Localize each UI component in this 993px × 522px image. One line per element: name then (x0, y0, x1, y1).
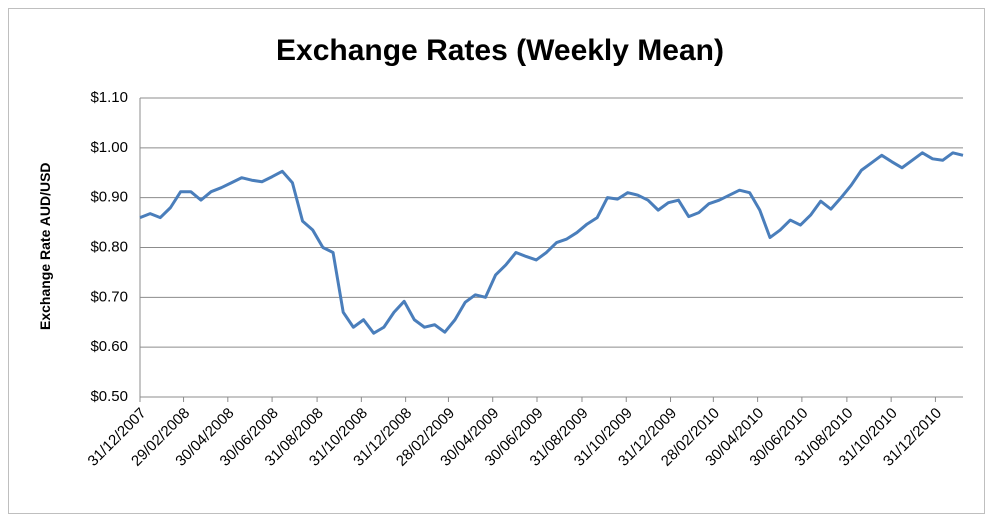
y-tick-label: $1.10 (90, 89, 128, 106)
y-tick-label: $0.90 (90, 189, 128, 206)
y-tick-label: $0.70 (90, 288, 128, 305)
y-tick-label: $0.50 (90, 388, 128, 405)
data-line (139, 151, 964, 335)
y-tick-label: $0.60 (90, 338, 128, 355)
y-axis-label: Exchange Rate AUD/USD (37, 162, 53, 330)
chart-title: Exchange Rates (Weekly Mean) (276, 34, 724, 67)
y-tick-label: $0.80 (90, 238, 128, 255)
y-tick-label: $1.00 (90, 139, 128, 156)
chart-border (8, 8, 985, 514)
